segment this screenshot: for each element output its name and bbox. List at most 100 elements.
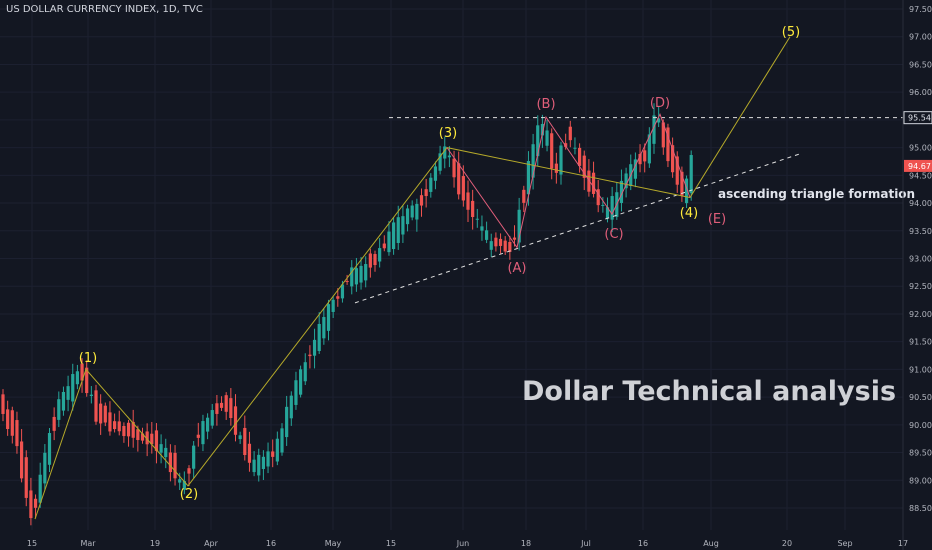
- candle: [43, 444, 47, 491]
- x-tick-label: Sep: [837, 539, 852, 548]
- x-tick-label: 16: [638, 539, 648, 548]
- candle: [512, 225, 517, 247]
- candle: [531, 133, 535, 190]
- candle: [257, 448, 261, 482]
- x-tick-label: Aug: [703, 539, 719, 548]
- candle: [554, 152, 558, 184]
- y-tick-label: 97.50: [909, 5, 932, 14]
- candle: [289, 391, 293, 426]
- candle: [643, 143, 647, 173]
- candle: [573, 137, 577, 155]
- candle: [494, 232, 498, 252]
- x-tick-label: 15: [27, 539, 37, 548]
- candle: [424, 178, 428, 208]
- y-tick-label: 88.50: [909, 504, 932, 513]
- last-price-tag: [904, 159, 932, 172]
- pattern-label: ascending triangle formation: [718, 187, 915, 201]
- candle: [545, 119, 549, 152]
- candle: [489, 233, 493, 257]
- y-tick-label: 91.00: [909, 365, 932, 374]
- impulse-wave-path: [34, 36, 791, 520]
- impulse-wave-label: (1): [79, 351, 97, 366]
- candle: [498, 233, 503, 254]
- candle: [684, 175, 689, 209]
- candle: [415, 198, 419, 232]
- candle: [99, 394, 103, 435]
- candle: [33, 494, 38, 519]
- candle: [433, 161, 438, 190]
- candle: [57, 391, 61, 428]
- candle: [71, 363, 75, 411]
- candle: [20, 429, 24, 483]
- y-tick-label: 93.50: [909, 227, 932, 236]
- candle: [113, 413, 117, 433]
- impulse-wave-label: (3): [439, 126, 457, 141]
- candle: [568, 120, 572, 148]
- chart-grid: [0, 0, 904, 530]
- x-tick-label: 20: [782, 539, 792, 548]
- corrective-wave-path: [446, 113, 691, 249]
- candle: [466, 180, 470, 223]
- support-trendline: [354, 152, 803, 304]
- corrective-wave-label: (E): [708, 212, 726, 227]
- candle: [247, 431, 252, 472]
- candle: [52, 407, 56, 441]
- candle: [536, 115, 540, 166]
- candle: [396, 205, 400, 250]
- candle: [368, 248, 372, 278]
- candle: [578, 143, 582, 173]
- candle: [359, 256, 363, 290]
- y-tick-label: 94.00: [909, 199, 932, 208]
- candle: [122, 422, 126, 443]
- corrective-wave-label: (D): [650, 96, 670, 111]
- candle: [206, 413, 210, 440]
- chart-title: US DOLLAR CURRENCY INDEX, 1D, TVC: [6, 4, 203, 15]
- candle: [461, 165, 465, 207]
- candle: [647, 127, 651, 168]
- candle: [387, 221, 391, 256]
- y-tick-label: 96.50: [909, 60, 932, 69]
- resistance-price-text: 95.54: [908, 114, 931, 123]
- candle: [438, 145, 442, 175]
- candle: [564, 133, 568, 150]
- candle: [173, 445, 177, 486]
- x-tick-label: Apr: [204, 539, 219, 548]
- price-tags: 95.54 94.67: [903, 111, 932, 172]
- x-tick-label: Jul: [580, 539, 591, 548]
- candle: [187, 465, 191, 486]
- x-tick-label: 15: [386, 539, 396, 548]
- candle: [410, 200, 414, 221]
- candle: [336, 288, 340, 307]
- y-tick-label: 90.00: [909, 421, 932, 430]
- candle: [517, 197, 521, 251]
- impulse-wave-label: (5): [782, 25, 800, 40]
- candle: [587, 159, 591, 197]
- candle: [75, 364, 79, 390]
- y-tick-label: 95.00: [909, 144, 932, 153]
- x-tick-label: 18: [521, 539, 531, 548]
- candle: [610, 186, 614, 233]
- candle: [299, 365, 303, 398]
- y-tick-label: 97.00: [909, 33, 932, 42]
- candle: [196, 422, 200, 447]
- candle: [475, 208, 479, 228]
- candle: [29, 477, 33, 526]
- candle: [308, 345, 312, 369]
- time-axis: 15 Mar 19 Apr 16 May 15 Jun 18 Jul 16 Aug 20 Sep 17: [27, 539, 908, 548]
- resistance-price-tag: [903, 111, 932, 125]
- candle: [136, 425, 140, 452]
- wave-labels: (1) (2) (3) (4) (5) (A) (B) (C) (D) (E): [79, 25, 800, 502]
- candle: [480, 215, 484, 241]
- candle: [243, 415, 247, 461]
- candle: [210, 403, 214, 429]
- candle: [192, 441, 196, 479]
- candle: [354, 257, 358, 292]
- candle: [38, 462, 42, 508]
- candle: [401, 205, 405, 243]
- last-price-text: 94.67: [908, 162, 931, 171]
- overlay-title: Dollar Technical analysis: [522, 376, 896, 407]
- candle: [322, 307, 326, 345]
- y-tick-label: 92.50: [909, 282, 932, 291]
- candle: [201, 414, 205, 452]
